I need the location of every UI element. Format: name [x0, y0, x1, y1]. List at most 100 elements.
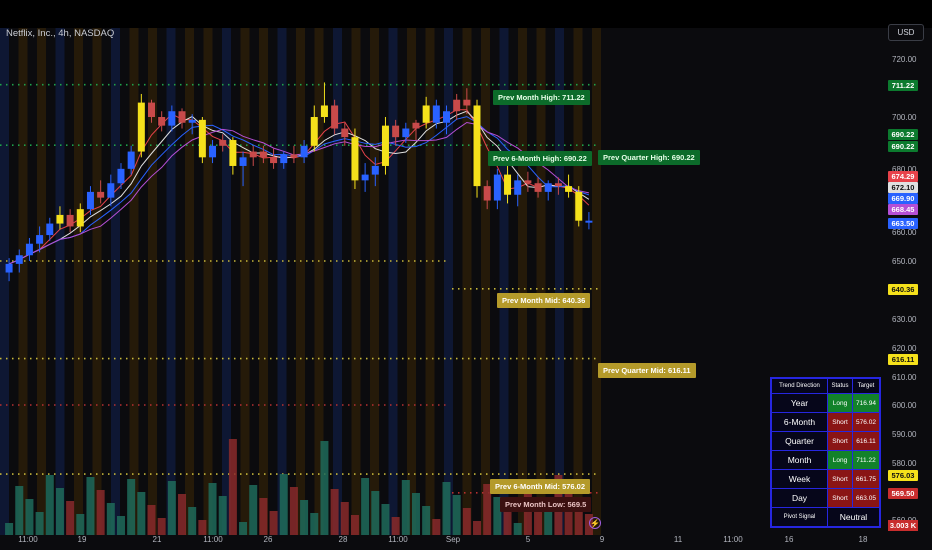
volume-bar — [35, 512, 44, 535]
price-label-prev-6m-mid: 576.03 — [888, 470, 918, 481]
currency-button[interactable]: USD — [888, 24, 924, 41]
volume-bar — [330, 489, 339, 535]
candlesticks — [5, 82, 593, 282]
session-band — [444, 28, 453, 535]
status-cell: Long — [827, 450, 853, 470]
price-tick: 590.00 — [892, 430, 917, 439]
candle-body — [46, 223, 54, 236]
volume-bar — [493, 497, 502, 535]
volume-bar — [55, 488, 64, 535]
volume-bar — [137, 492, 146, 535]
volume-bar — [340, 502, 349, 535]
candle-body — [117, 168, 125, 184]
candle-body — [331, 105, 339, 129]
volume-bar — [442, 482, 451, 535]
time-tick: 11:00 — [18, 535, 38, 544]
table-header: Target — [852, 378, 880, 394]
session-band — [37, 28, 46, 535]
candle-body — [137, 102, 145, 152]
price-label-last-price: 663.50 — [888, 218, 918, 229]
session-band — [388, 28, 398, 535]
status-cell: Long — [827, 393, 853, 413]
volume-bar — [279, 474, 288, 535]
price-label-ma-3: 669.90 — [888, 193, 918, 204]
volume-bar — [574, 501, 583, 535]
table-row: Week Short 661.75 — [771, 469, 880, 489]
price-tick: 580.00 — [892, 459, 917, 468]
price-label-prev-month-low: 569.50 — [888, 488, 918, 499]
candle-body — [514, 180, 522, 195]
lightning-icon[interactable]: ⚡ — [589, 517, 601, 529]
volume-bar — [544, 512, 553, 535]
candle-body — [86, 191, 94, 210]
candle-body — [259, 151, 267, 158]
session-band — [185, 28, 194, 535]
volume-bar — [401, 480, 410, 535]
volume-bar — [391, 517, 400, 535]
volume-bar — [483, 484, 492, 535]
session-band — [425, 28, 435, 535]
volume-bar — [249, 485, 258, 535]
symbol-title[interactable]: Netflix, Inc., 4h, NASDAQ — [6, 28, 115, 39]
volume-bar — [66, 501, 75, 535]
session-band — [55, 28, 65, 535]
target-cell: 716.94 — [852, 393, 880, 413]
volume-bar — [228, 439, 237, 535]
time-tick: 16 — [784, 535, 794, 544]
session-band — [0, 28, 9, 535]
top-toolbar — [0, 0, 932, 28]
candle-body — [524, 180, 532, 184]
candle-body — [422, 105, 430, 123]
candle-body — [280, 154, 288, 164]
candle-body — [107, 183, 115, 198]
table-row: Year Long 716.94 — [771, 393, 880, 413]
callout-prev-6m-mid: Prev 6-Month Mid: 576.02 — [490, 479, 591, 494]
callout-prev-month-mid: Prev Month Mid: 640.36 — [497, 293, 591, 308]
candle-body — [351, 137, 359, 181]
candle-body — [310, 117, 318, 146]
candle-body — [493, 174, 501, 201]
volume-bar — [147, 505, 156, 535]
candle-body — [361, 174, 369, 181]
candle-body — [188, 119, 196, 123]
session-band — [333, 28, 342, 535]
session-band — [148, 28, 157, 535]
pivot-signal-label: Pivot Signal — [771, 507, 828, 527]
candle-body — [249, 151, 257, 158]
candle-body — [453, 99, 461, 112]
volume-bar — [96, 490, 105, 535]
target-cell: 576.02 — [852, 412, 880, 432]
candle-body — [534, 183, 542, 192]
session-band — [555, 28, 564, 535]
session-band — [573, 28, 583, 535]
time-tick: 11:00 — [388, 535, 408, 544]
candle-body — [575, 191, 583, 221]
candle-body — [168, 111, 176, 126]
period-cell: Day — [771, 488, 828, 508]
price-tick: 610.00 — [892, 373, 917, 382]
volume-bar — [45, 475, 54, 535]
candle-body — [127, 151, 135, 169]
candle-body — [585, 220, 593, 223]
candle-body — [209, 145, 217, 158]
period-cell: Quarter — [771, 431, 828, 451]
volume-bar — [15, 486, 24, 535]
volume-bar — [239, 522, 248, 535]
callout-prev-6m-high: Prev 6-Month High: 690.22 — [488, 151, 592, 166]
table-row: Quarter Short 616.11 — [771, 431, 880, 451]
volume-bar — [422, 506, 431, 535]
volume-bar — [188, 507, 197, 535]
volume-bar — [584, 514, 593, 535]
volume-bar — [320, 441, 329, 535]
status-cell: Short — [827, 469, 853, 489]
time-tick: 11 — [673, 535, 683, 544]
volume-bar — [381, 504, 390, 535]
candle-body — [239, 157, 247, 166]
volume-bar — [106, 503, 115, 535]
price-chart[interactable] — [0, 28, 888, 535]
status-cell: Short — [827, 412, 853, 432]
target-cell: 663.05 — [852, 488, 880, 508]
candle-body — [158, 117, 166, 126]
session-band — [499, 28, 509, 535]
status-cell: Short — [827, 431, 853, 451]
